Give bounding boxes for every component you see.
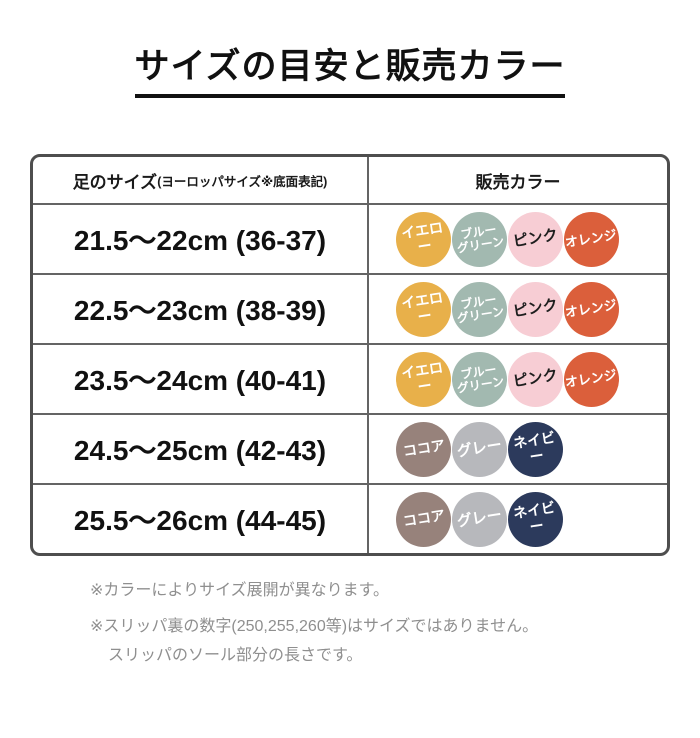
color-swatch-label: ブルー グリーン	[455, 291, 505, 326]
page-header: サイズの目安と販売カラー	[0, 38, 700, 98]
color-swatch-label: オレンジ	[564, 366, 619, 390]
header-colors-cell: 販売カラー	[369, 157, 667, 203]
color-swatch-label: ブルー グリーン	[455, 221, 505, 256]
color-swatch-gray: グレー	[452, 491, 507, 547]
table-header-row: 足のサイズ (ヨーロッパサイズ※底面表記) 販売カラー	[33, 157, 667, 203]
table-row: 22.5〜23cm (38-39) イエロー ブルー グリーン ピンク オレンジ	[33, 273, 667, 343]
color-swatch-label: イエロー	[400, 219, 445, 255]
color-swatch-bluegreen: ブルー グリーン	[452, 281, 507, 337]
footnote-sole-number-line2: スリッパのソール部分の長さです。	[108, 646, 363, 664]
color-swatch-bluegreen: ブルー グリーン	[452, 211, 507, 267]
size-cell: 23.5〜24cm (40-41)	[33, 345, 369, 413]
page-title: サイズの目安と販売カラー	[134, 38, 566, 98]
color-swatch-yellow: イエロー	[396, 211, 451, 267]
color-swatch-label: ピンク	[511, 296, 559, 321]
color-swatch-orange: オレンジ	[564, 211, 619, 267]
size-color-table: 足のサイズ (ヨーロッパサイズ※底面表記) 販売カラー 21.5〜22cm (36…	[30, 154, 670, 556]
color-swatch-label: ココア	[401, 436, 446, 460]
color-swatch-orange: オレンジ	[564, 351, 619, 407]
color-swatch-pink: ピンク	[508, 351, 563, 407]
color-swatch-gray: グレー	[452, 421, 507, 477]
color-swatch-bluegreen: ブルー グリーン	[452, 351, 507, 407]
footnote-sole-number-line1: ※スリッパ裏の数字(250,255,260等)はサイズではありません。	[90, 618, 539, 636]
color-swatch-navy: ネイビー	[508, 491, 563, 547]
color-swatch-label: グレー	[455, 506, 503, 531]
color-swatch-cocoa: ココア	[396, 491, 451, 547]
color-swatch-label: オレンジ	[564, 296, 619, 320]
colors-cell: ココア グレー ネイビー	[369, 415, 667, 483]
size-cell: 25.5〜26cm (44-45)	[33, 485, 369, 553]
table-row: 25.5〜26cm (44-45) ココア グレー ネイビー	[33, 483, 667, 553]
color-swatch-yellow: イエロー	[396, 281, 451, 337]
table-row: 21.5〜22cm (36-37) イエロー ブルー グリーン ピンク オレンジ	[33, 203, 667, 273]
colors-cell: イエロー ブルー グリーン ピンク オレンジ	[369, 345, 667, 413]
size-value: 21.5〜22cm (36-37)	[73, 225, 327, 256]
color-swatch-label: グレー	[455, 436, 503, 461]
size-value: 25.5〜26cm (44-45)	[73, 505, 327, 536]
color-swatch-label: ネイビー	[512, 429, 557, 465]
color-swatch-label: イエロー	[400, 359, 445, 395]
color-swatch-pink: ピンク	[508, 211, 563, 267]
header-size-label: 足のサイズ	[72, 172, 158, 192]
color-swatch-label: ピンク	[511, 226, 559, 251]
size-value: 22.5〜23cm (38-39)	[73, 295, 327, 326]
colors-cell: イエロー ブルー グリーン ピンク オレンジ	[369, 205, 667, 273]
header-size-sublabel: (ヨーロッパサイズ※底面表記)	[157, 174, 328, 189]
footnotes: ※カラーによりサイズ展開が異なります。 ※スリッパ裏の数字(250,255,26…	[90, 580, 700, 667]
table-row: 23.5〜24cm (40-41) イエロー ブルー グリーン ピンク オレンジ	[33, 343, 667, 413]
color-swatch-cocoa: ココア	[396, 421, 451, 477]
footnote-color-availability: ※カラーによりサイズ展開が異なります。	[90, 582, 390, 599]
color-swatch-label: ブルー グリーン	[455, 361, 505, 396]
color-swatch-label: オレンジ	[564, 226, 619, 250]
size-cell: 21.5〜22cm (36-37)	[33, 205, 369, 273]
color-swatch-yellow: イエロー	[396, 351, 451, 407]
color-swatch-label: イエロー	[400, 289, 445, 325]
colors-cell: イエロー ブルー グリーン ピンク オレンジ	[369, 275, 667, 343]
color-swatch-pink: ピンク	[508, 281, 563, 337]
color-swatch-label: ネイビー	[512, 499, 557, 535]
table-row: 24.5〜25cm (42-43) ココア グレー ネイビー	[33, 413, 667, 483]
header-color-label: 販売カラー	[475, 172, 561, 192]
color-swatch-navy: ネイビー	[508, 421, 563, 477]
color-swatch-label: ピンク	[511, 366, 559, 391]
color-swatch-orange: オレンジ	[564, 281, 619, 337]
size-cell: 24.5〜25cm (42-43)	[33, 415, 369, 483]
colors-cell: ココア グレー ネイビー	[369, 485, 667, 553]
size-value: 24.5〜25cm (42-43)	[73, 435, 327, 466]
size-value: 23.5〜24cm (40-41)	[73, 365, 327, 396]
color-swatch-label: ココア	[401, 506, 446, 530]
header-size-cell: 足のサイズ (ヨーロッパサイズ※底面表記)	[33, 157, 369, 203]
size-cell: 22.5〜23cm (38-39)	[33, 275, 369, 343]
